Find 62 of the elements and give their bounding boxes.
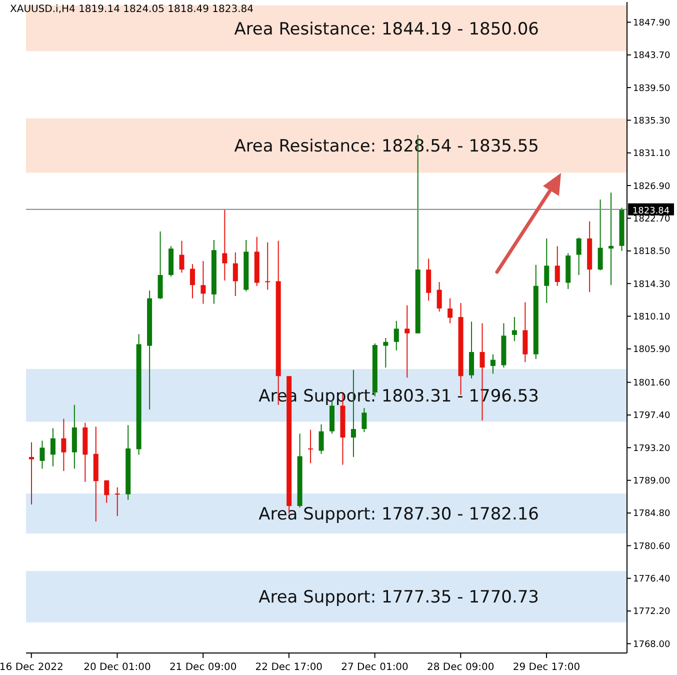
y-tick-label: 1835.30 [633,116,670,126]
candlestick [232,252,238,296]
candlestick [576,237,582,276]
ref-line-label: 1823.84 [632,206,670,216]
x-tick-label: 22 Dec 17:00 [255,662,323,673]
candlestick [608,192,614,286]
chart-title: XAUUSD.i,H4 1819.14 1824.05 1818.49 1823.84 [10,4,254,15]
candlestick [114,486,120,517]
candlestick [318,424,324,454]
x-tick-label: 29 Dec 17:00 [512,662,580,673]
x-tick-label: 27 Dec 01:00 [341,662,408,673]
candlestick [265,242,270,290]
y-tick-label: 1772.20 [633,607,670,618]
candlestick [436,282,442,312]
candlestick [490,354,496,374]
candlestick [362,408,367,433]
x-tick-label: 28 Dec 09:00 [427,662,494,673]
band-label: Area Support: 1777.35 - 1770.73 [258,588,539,608]
candlestick [190,264,195,299]
candlestick [448,298,453,324]
x-tick-label: 21 Dec 09:00 [169,662,237,673]
y-tick-label: 1810.10 [633,312,670,322]
candlestick [40,440,45,470]
x-tick-label: 20 Dec 01:00 [84,662,151,673]
candlestick [426,258,432,302]
y-tick-label: 1797.40 [633,411,670,422]
candlestick [104,480,110,504]
candlestick [61,418,66,472]
candlestick [598,199,603,271]
y-tick-label: 1818.50 [633,247,670,258]
y-tick-label: 1784.80 [633,509,670,520]
candlestick [554,246,560,286]
candlestick [308,429,314,464]
y-tick-label: 1805.90 [633,345,670,356]
band-label: Area Support: 1787.30 - 1782.16 [258,504,539,525]
candlestick [29,442,34,505]
y-tick-label: 1839.50 [633,84,670,94]
candlestick [222,209,228,281]
candlestick [200,260,206,304]
x-tick-label: 16 Dec 2022 [0,662,64,673]
y-tick-label: 1814.30 [633,280,670,290]
y-tick-label: 1843.70 [633,51,670,62]
y-tick-label: 1776.40 [633,574,670,585]
candlestick [179,240,184,274]
candlestick [544,238,550,304]
y-tick-label: 1831.10 [633,149,670,160]
y-tick-label: 1789.00 [633,476,670,487]
y-tick-label: 1822.70 [633,214,670,224]
candlestick [469,321,474,379]
candlestick [158,230,163,300]
band-label: Area Resistance: 1844.19 - 1850.06 [234,19,539,40]
y-tick-label: 1793.20 [633,444,670,454]
candlestick [512,316,517,342]
y-tick-label: 1847.90 [633,18,670,28]
candlestick [404,304,410,378]
y-tick-label: 1780.60 [633,542,670,552]
candlestick [50,428,56,467]
candlestick [394,320,399,351]
candlestick [383,338,388,368]
y-tick-label: 1801.60 [633,378,670,389]
y-tick-label: 1826.90 [633,182,670,192]
y-tick-label: 1768.00 [633,640,670,650]
